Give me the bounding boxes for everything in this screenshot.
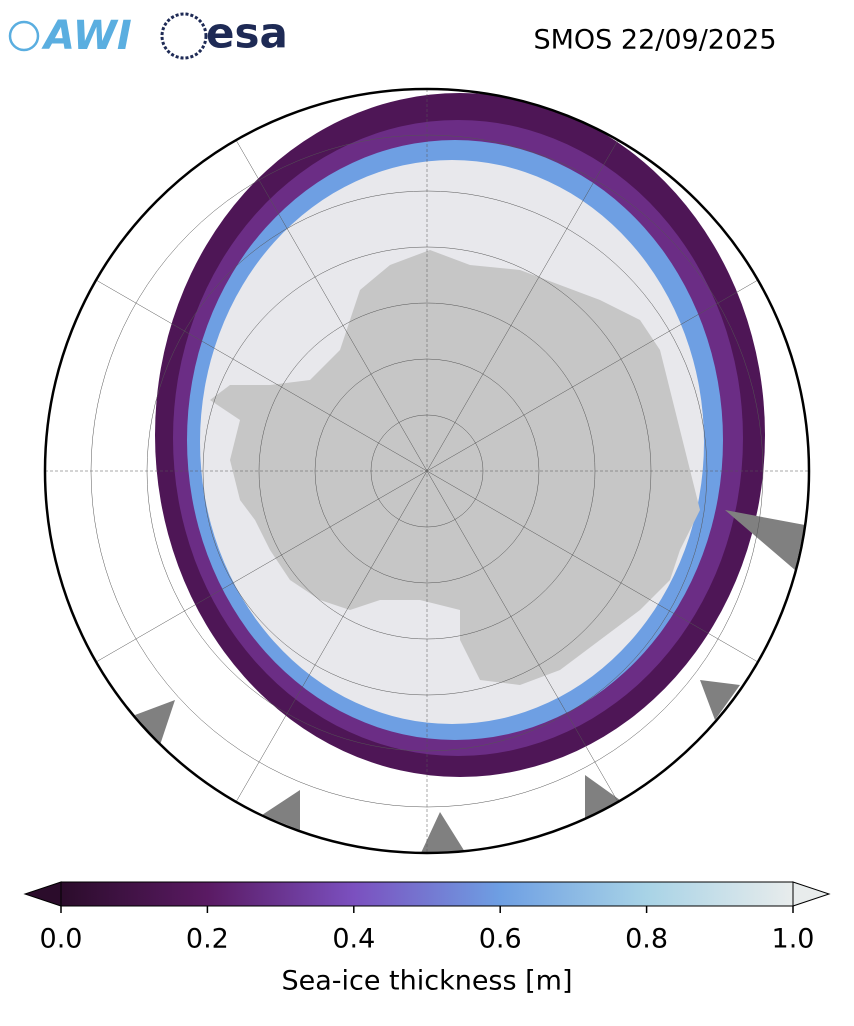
logo-esa: esa <box>160 9 288 60</box>
colorbar-tick-label: 1.0 <box>772 924 815 955</box>
logo-text: AWI <box>41 13 132 59</box>
colorbar-tick-label: 0.2 <box>186 924 229 955</box>
colorbar-extend-low <box>23 881 62 907</box>
logo-awi: AWI <box>8 13 132 59</box>
colorbar-label: Sea-ice thickness [m] <box>281 966 572 997</box>
colorbar-body <box>60 881 794 907</box>
colorbar-tick-label: 0.8 <box>625 924 668 955</box>
logo-text: esa <box>206 9 288 58</box>
colorbar-tick-label: 0.4 <box>332 924 375 955</box>
map-frame <box>43 87 811 855</box>
colorbar: 0.0 0.2 0.4 0.6 0.8 1.0 <box>23 881 831 955</box>
colorbar-extend-high <box>792 881 831 907</box>
colorbar-tick-label: 0.0 <box>40 924 83 955</box>
colorbar-tick-label: 0.6 <box>479 924 522 955</box>
title: SMOS 22/09/2025 <box>533 25 776 56</box>
map <box>45 89 809 853</box>
